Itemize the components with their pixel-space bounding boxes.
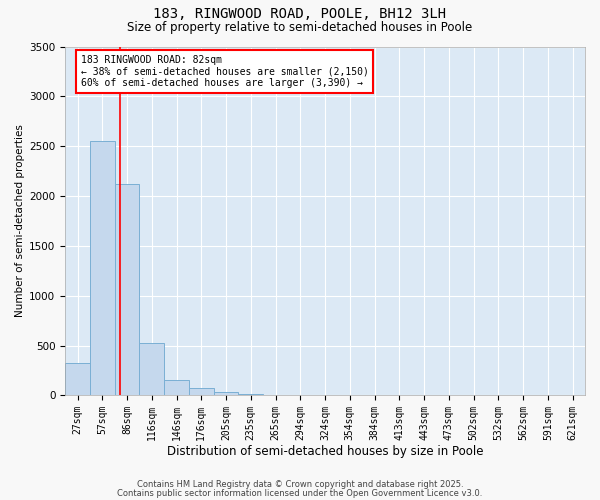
Text: Contains HM Land Registry data © Crown copyright and database right 2025.: Contains HM Land Registry data © Crown c… <box>137 480 463 489</box>
Bar <box>189 388 214 396</box>
Bar <box>238 394 263 396</box>
X-axis label: Distribution of semi-detached houses by size in Poole: Distribution of semi-detached houses by … <box>167 444 484 458</box>
Text: Size of property relative to semi-detached houses in Poole: Size of property relative to semi-detach… <box>127 21 473 34</box>
Text: 183, RINGWOOD ROAD, POOLE, BH12 3LH: 183, RINGWOOD ROAD, POOLE, BH12 3LH <box>154 8 446 22</box>
Bar <box>65 364 90 396</box>
Bar <box>139 343 164 396</box>
Bar <box>214 392 238 396</box>
Y-axis label: Number of semi-detached properties: Number of semi-detached properties <box>15 124 25 318</box>
Text: Contains public sector information licensed under the Open Government Licence v3: Contains public sector information licen… <box>118 488 482 498</box>
Bar <box>115 184 139 396</box>
Bar <box>164 380 189 396</box>
Bar <box>90 141 115 396</box>
Text: 183 RINGWOOD ROAD: 82sqm
← 38% of semi-detached houses are smaller (2,150)
60% o: 183 RINGWOOD ROAD: 82sqm ← 38% of semi-d… <box>81 55 368 88</box>
